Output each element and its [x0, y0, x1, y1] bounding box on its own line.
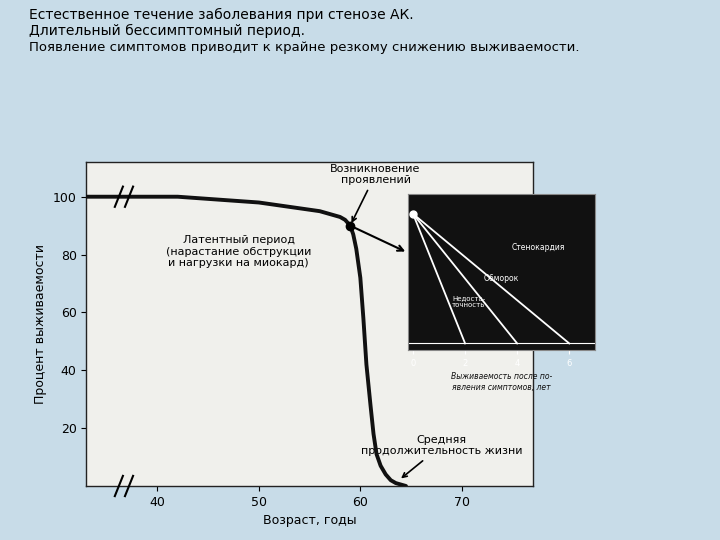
Text: Длительный бессимптомный период.: Длительный бессимптомный период.: [29, 24, 305, 38]
Text: Естественное течение заболевания при стенозе АК.: Естественное течение заболевания при сте…: [29, 8, 413, 22]
Text: Латентный период
(нарастание обструкции
и нагрузки на миокард): Латентный период (нарастание обструкции …: [166, 235, 311, 268]
Text: Появление симптомов приводит к крайне резкому снижению выживаемости.: Появление симптомов приводит к крайне ре…: [29, 40, 580, 53]
Text: Возникновение
проявлений: Возникновение проявлений: [330, 164, 420, 221]
X-axis label: Возраст, годы: Возраст, годы: [263, 514, 356, 527]
Y-axis label: Процент выживаемости: Процент выживаемости: [35, 244, 48, 404]
Text: Средняя
продолжительность жизни: Средняя продолжительность жизни: [361, 435, 522, 477]
